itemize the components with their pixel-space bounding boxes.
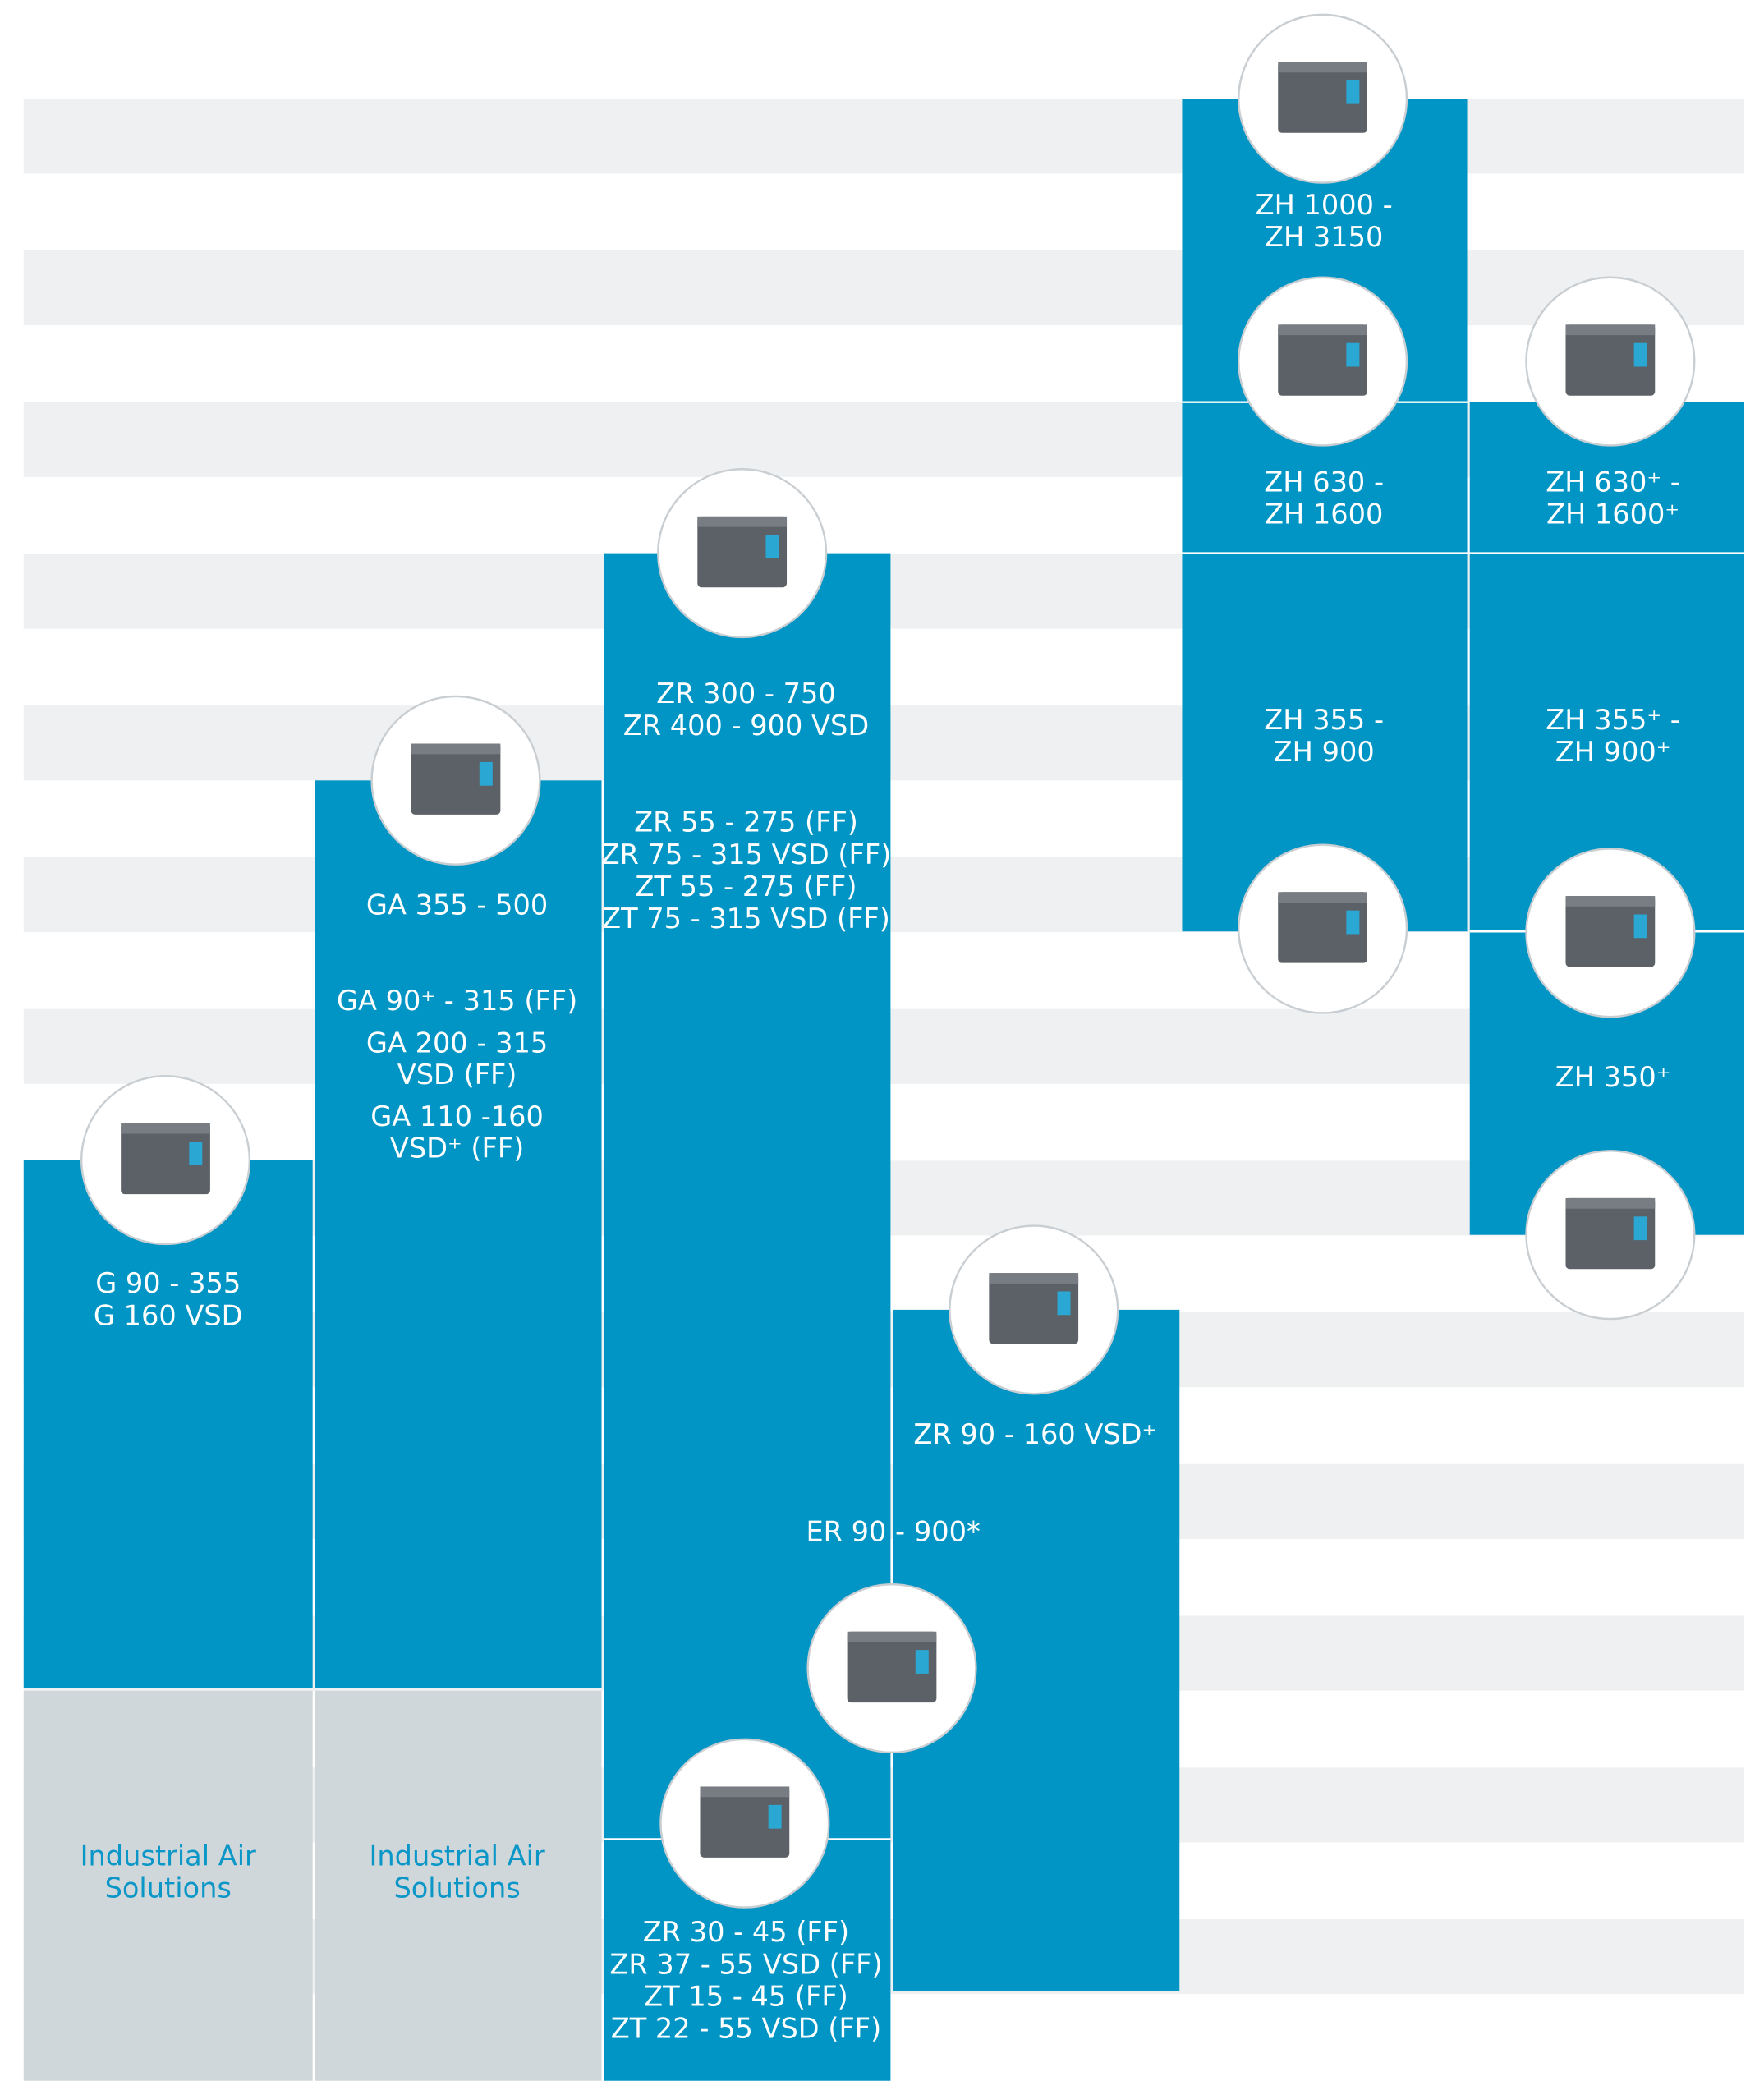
label-text: ZR 400 - 900 VSD: [623, 710, 869, 742]
product-badge: [1238, 278, 1407, 446]
product-top: [411, 744, 501, 755]
product-badge: [1527, 278, 1695, 446]
product-top: [1278, 62, 1367, 72]
product-panel: [1346, 80, 1359, 104]
label-text: ZH 1600: [1265, 498, 1383, 531]
label-text: ZH 630 -: [1264, 466, 1384, 498]
product-top: [1565, 896, 1655, 907]
label-text: ZH 355⁺ -: [1546, 704, 1680, 736]
label-text: Solutions: [105, 1872, 232, 1904]
product-panel: [480, 762, 493, 786]
label-text: ZR 300 - 750: [656, 678, 836, 710]
label-text: ZT 75 - 315 VSD (FF): [602, 903, 890, 935]
label-text: ZR 30 - 45 (FF): [643, 1916, 849, 1948]
label-text: ZH 355 -: [1264, 704, 1384, 736]
label-text: ZH 1600⁺: [1546, 498, 1679, 531]
product-top: [700, 1786, 789, 1797]
product-badge: [658, 469, 826, 637]
label-text: GA 355 - 500: [366, 889, 548, 921]
product-badge: [1238, 15, 1407, 183]
product-top: [1565, 1198, 1655, 1209]
product-panel: [765, 535, 779, 558]
label-text: ZR 90 - 160 VSD⁺: [913, 1418, 1156, 1450]
label-text: ZH 3150: [1265, 221, 1383, 253]
product-top: [1278, 324, 1367, 335]
product-panel: [189, 1142, 202, 1165]
product-panel: [1058, 1291, 1071, 1315]
product-top: [989, 1273, 1078, 1284]
label-text: ZT 22 - 55 VSD (FF): [611, 2013, 881, 2045]
label-text: ZH 350⁺: [1555, 1061, 1671, 1093]
label-text: GA 110 -160: [370, 1100, 544, 1132]
product-panel: [769, 1805, 782, 1829]
label-text: G 90 - 355: [95, 1267, 241, 1299]
label-text: ZT 55 - 275 (FF): [635, 871, 857, 903]
label-text: Industrial Air: [369, 1840, 544, 1872]
label-text: G 160 VSD: [94, 1299, 243, 1331]
product-badge: [1527, 1151, 1695, 1319]
label-text: Solutions: [393, 1872, 520, 1904]
label-text: ZH 900⁺: [1555, 736, 1671, 768]
label-text: Industrial Air: [80, 1840, 256, 1872]
label-text: ER 90 - 900*: [806, 1515, 980, 1547]
label-text: ZR 55 - 275 (FF): [634, 806, 858, 838]
product-badge: [81, 1076, 250, 1244]
product-top: [121, 1123, 210, 1134]
label-text: ZH 1000 -: [1256, 189, 1393, 221]
product-badge: [949, 1226, 1118, 1394]
product-top: [1278, 892, 1367, 903]
product-panel: [916, 1650, 929, 1674]
product-badge: [1238, 845, 1407, 1013]
product-badge: [661, 1739, 829, 1908]
label-text: ZH 630⁺ -: [1546, 466, 1680, 498]
label-text: GA 90⁺ - 315 (FF): [337, 985, 577, 1017]
label-text: VSD (FF): [397, 1059, 517, 1091]
product-badge: [808, 1584, 976, 1753]
product-badge: [1527, 848, 1695, 1017]
stripe: [24, 250, 1744, 325]
label-text: ZT 15 - 45 (FF): [644, 1981, 848, 2013]
label-text: ZR 37 - 55 VSD (FF): [609, 1948, 882, 1980]
label-text: GA 200 - 315: [366, 1027, 548, 1059]
page: {"labels":[ {"lines":["ZH 1000 -","ZH 31…: [0, 0, 1764, 2081]
stripe: [24, 99, 1744, 173]
label-text: ZH 900: [1274, 736, 1375, 768]
label-text: VSD⁺ (FF): [390, 1132, 524, 1164]
product-top: [697, 517, 787, 527]
product-panel: [1634, 1216, 1647, 1240]
label-text: ZR 75 - 315 VSD (FF): [601, 838, 892, 871]
diagram: ZH 1000 -ZH 3150 ZH 630 -ZH 1600 ZH 630⁺ -…: [0, 0, 1764, 2081]
product-panel: [1634, 343, 1647, 367]
product-panel: [1346, 911, 1359, 935]
product-panel: [1346, 343, 1359, 367]
product-badge: [372, 696, 540, 865]
product-panel: [1634, 914, 1647, 938]
product-top: [848, 1632, 937, 1642]
product-top: [1565, 324, 1655, 335]
